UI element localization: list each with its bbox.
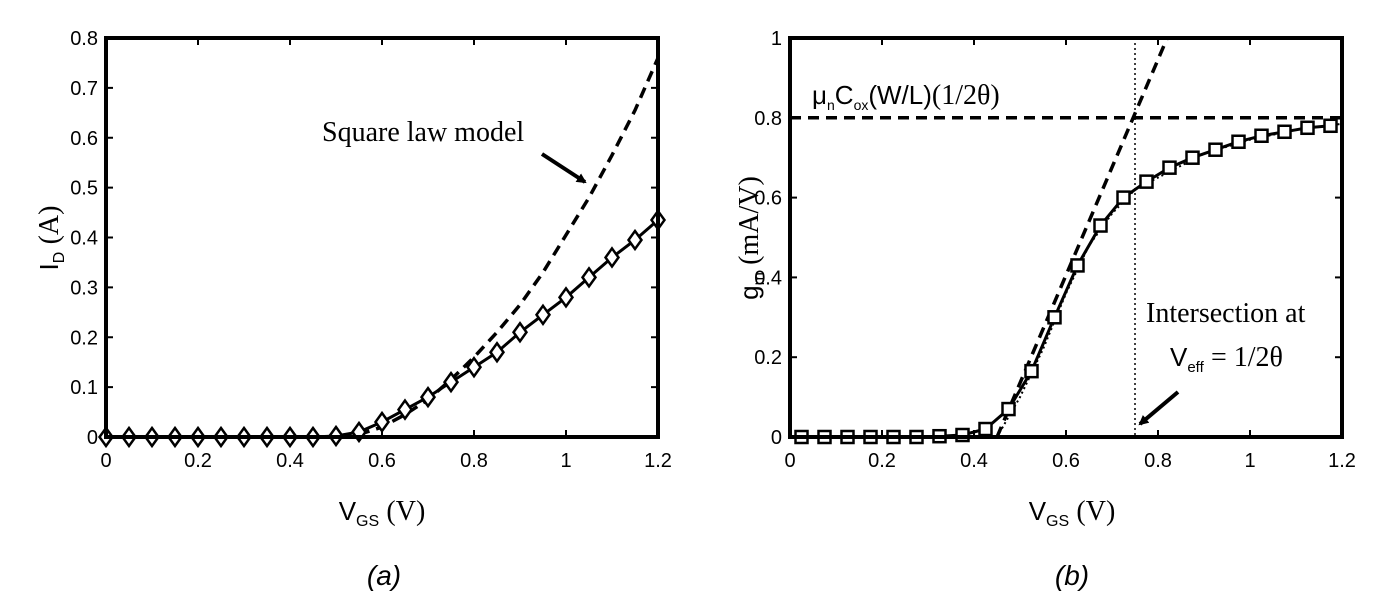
chart-b-ylabel: gm (mA/V) bbox=[734, 176, 768, 300]
chart-b-annotation-line2: Veff = 1/2θ bbox=[1170, 342, 1283, 376]
chart-b-frame bbox=[788, 36, 1344, 439]
chart-a-annotation: Square law model bbox=[322, 117, 524, 148]
y-tick-label: 0.3 bbox=[70, 277, 98, 299]
y-tick-label: 0 bbox=[771, 427, 782, 449]
chart-b-plot bbox=[790, 38, 1342, 445]
series-line-2 bbox=[996, 122, 1342, 437]
chart-a-frame bbox=[104, 36, 660, 439]
y-tick-label: 0.6 bbox=[754, 188, 782, 210]
x-tick-label: 0 bbox=[784, 450, 795, 472]
y-tick-label: 0.2 bbox=[754, 347, 782, 369]
x-tick-label: 0 bbox=[100, 450, 111, 472]
chart-a-caption: (a) bbox=[367, 560, 401, 591]
square-marker bbox=[1093, 218, 1108, 233]
diamond-marker bbox=[373, 410, 391, 434]
square-marker bbox=[1070, 258, 1085, 273]
square-marker bbox=[1277, 124, 1292, 140]
chart-a-ticks: 0 0.2 0.4 0.6 0.8 1 1.2 0 0.1 0.2 0.3 0.4 0.5 0.6 0.7 0… bbox=[70, 28, 672, 472]
diamond-marker bbox=[603, 246, 621, 269]
y-tick-label: 1 bbox=[771, 28, 782, 50]
y-tick-label: 0.8 bbox=[70, 28, 98, 50]
chart-a-annotation-arrow bbox=[540, 152, 587, 184]
square-marker bbox=[1047, 310, 1062, 325]
diamond-marker bbox=[442, 370, 460, 394]
chart-b-annotation-line1: Intersection at bbox=[1146, 298, 1306, 329]
square-marker bbox=[1116, 190, 1131, 205]
chart-b-xlabel: VGS (V) bbox=[1029, 496, 1116, 530]
y-tick-label: 0 bbox=[87, 427, 98, 449]
chart-b-caption: (b) bbox=[1055, 560, 1089, 591]
y-tick-label: 0.8 bbox=[754, 108, 782, 130]
y-tick-label: 0.6 bbox=[70, 128, 98, 150]
x-tick-label: 0.2 bbox=[868, 450, 896, 472]
diamond-marker bbox=[396, 398, 414, 421]
x-tick-label: 0.6 bbox=[1052, 450, 1080, 472]
x-tick-label: 0.8 bbox=[460, 450, 488, 472]
diamond-marker bbox=[465, 356, 483, 379]
square-marker bbox=[1185, 150, 1200, 165]
diamond-marker bbox=[534, 303, 552, 326]
y-tick-label: 0.1 bbox=[70, 377, 98, 399]
x-tick-label: 0.6 bbox=[368, 450, 396, 472]
chart-b: 0 0.2 0.4 0.6 0.8 1 1.2 0 0.2 0.4 0.6 0.8 1 gm (mA/V… bbox=[734, 28, 1356, 591]
square-marker bbox=[1162, 160, 1177, 175]
y-tick-label: 0.5 bbox=[70, 178, 98, 200]
chart-a-ylabel: ID (A) bbox=[34, 206, 68, 271]
y-tick-label: 0.4 bbox=[754, 267, 782, 289]
x-tick-label: 0.4 bbox=[276, 450, 304, 472]
x-tick-label: 0.4 bbox=[960, 450, 988, 472]
x-tick-label: 1 bbox=[1244, 450, 1255, 472]
chart-a-plot bbox=[97, 57, 667, 449]
square-marker bbox=[1300, 120, 1315, 136]
x-tick-label: 1 bbox=[560, 450, 571, 472]
diamond-marker bbox=[626, 228, 644, 252]
diamond-marker bbox=[419, 385, 437, 409]
diamond-marker bbox=[557, 286, 575, 309]
y-tick-label: 0.2 bbox=[70, 327, 98, 349]
series-line-1 bbox=[358, 57, 658, 437]
square-marker bbox=[1231, 134, 1246, 149]
chart-a-xlabel: VGS (V) bbox=[339, 496, 426, 530]
diamond-marker bbox=[580, 266, 598, 289]
x-tick-label: 0.2 bbox=[184, 450, 212, 472]
chart-b-annotation-arrow bbox=[1138, 390, 1180, 426]
chart-a: 0 0.2 0.4 0.6 0.8 1 1.2 0 0.1 0.2 0.3 0.4 0.5 0.6 0.7 0… bbox=[34, 28, 672, 591]
diamond-marker bbox=[511, 321, 529, 344]
square-marker bbox=[1254, 128, 1269, 144]
chart-b-formula: μnCox(W/L)(1/2θ) bbox=[812, 80, 1000, 113]
square-marker bbox=[1208, 142, 1223, 157]
square-marker bbox=[978, 421, 993, 437]
square-marker bbox=[1323, 118, 1338, 134]
series-line-1 bbox=[995, 38, 1169, 437]
series-line-0 bbox=[106, 218, 658, 437]
square-marker bbox=[1001, 401, 1016, 417]
y-tick-label: 0.7 bbox=[70, 78, 98, 100]
diamond-marker bbox=[488, 341, 506, 364]
x-tick-label: 0.8 bbox=[1144, 450, 1172, 472]
x-tick-label: 1.2 bbox=[644, 450, 672, 472]
y-tick-label: 0.4 bbox=[70, 228, 98, 250]
square-marker bbox=[1139, 174, 1154, 189]
square-marker bbox=[1024, 363, 1039, 379]
series-line-0 bbox=[801, 124, 1331, 437]
x-tick-label: 1.2 bbox=[1328, 450, 1356, 472]
